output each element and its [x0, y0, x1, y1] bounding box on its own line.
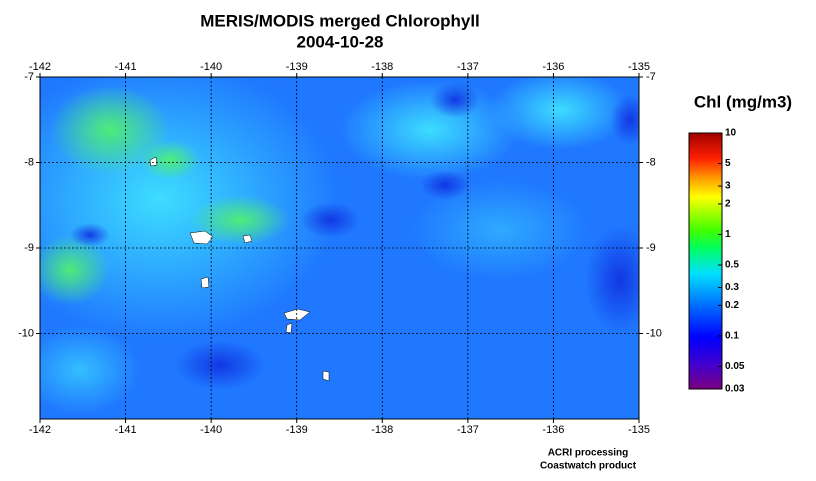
colorbar-tick-label: 5: [725, 158, 731, 169]
colorbar-tick-label: 10: [725, 128, 737, 139]
colorbar: [688, 132, 723, 390]
colorbar-tick-label: 2: [725, 199, 731, 210]
x-tick-label: -141: [115, 424, 137, 436]
colorbar-tick-label: 0.1: [725, 331, 739, 342]
x-tick-label: -139: [286, 424, 308, 436]
x-tick-label: -141: [115, 61, 137, 73]
x-tick-label: -142: [29, 424, 51, 436]
y-tick-label: -9: [24, 242, 34, 254]
x-tick-label: -142: [29, 61, 51, 73]
x-tick-label: -135: [628, 424, 650, 436]
colorbar-label: Chl (mg/m3): [694, 92, 792, 111]
x-tick-label: -136: [542, 424, 564, 436]
islands: [149, 156, 330, 382]
x-tick-label: -137: [457, 61, 479, 73]
y-tick-label: -10: [18, 327, 34, 339]
map-date: 2004-10-28: [297, 32, 384, 51]
x-tick-label: -137: [457, 424, 479, 436]
colorbar-tick-label: 0.3: [725, 282, 739, 293]
x-tick-label: -140: [200, 424, 222, 436]
y-tick-label: -8: [646, 156, 656, 168]
y-tick-label: -8: [24, 156, 34, 168]
x-tick-label: -135: [628, 61, 650, 73]
x-tick-label: -139: [286, 61, 308, 73]
colorbar-tick-label: 0.03: [725, 384, 745, 395]
colorbar-tick-label: 0.5: [725, 260, 739, 271]
y-tick-label: -9: [646, 242, 656, 254]
chlorophyll-field: [40, 77, 639, 419]
x-tick-label: -136: [542, 61, 564, 73]
colorbar-tick-label: 3: [725, 181, 731, 192]
y-tick-label: -7: [24, 71, 34, 83]
colorbar-tick-label: 0.2: [725, 300, 739, 311]
x-tick-label: -140: [200, 61, 222, 73]
credit: ACRI processing: [548, 448, 629, 459]
y-tick-label: -10: [646, 327, 662, 339]
colorbar-tick-label: 0.05: [725, 361, 745, 372]
y-tick-label: -7: [646, 71, 656, 83]
colorbar-tick-label: 1: [725, 229, 731, 240]
credit: Coastwatch product: [540, 461, 637, 472]
x-tick-label: -138: [371, 61, 393, 73]
map-title: MERIS/MODIS merged Chlorophyll: [200, 11, 480, 30]
x-tick-label: -138: [371, 424, 393, 436]
